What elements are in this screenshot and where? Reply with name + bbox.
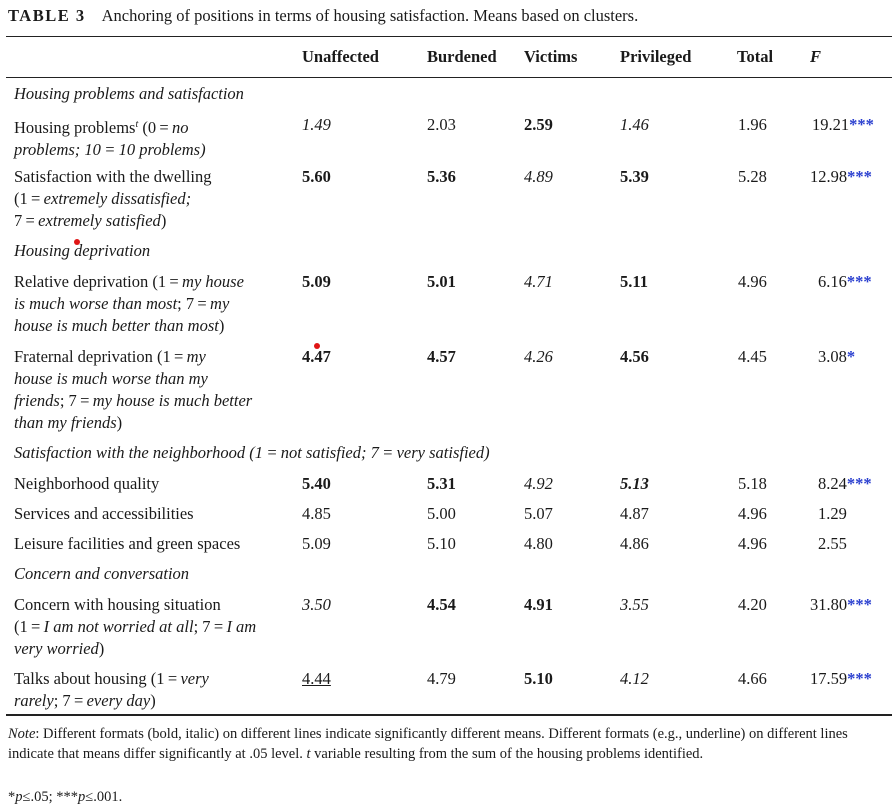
cell-talks-total: 4.66 bbox=[738, 669, 767, 688]
row-label-talks: Talks about housing (1 = very rarely; 7 … bbox=[14, 669, 209, 710]
cell-talks-victims: 5.10 bbox=[524, 669, 553, 688]
table-title: Anchoring of positions in terms of housi… bbox=[101, 6, 639, 25]
header-rule bbox=[6, 77, 892, 78]
cell-leisure-burdened: 5.10 bbox=[427, 534, 456, 553]
cell-housing-problems-victims: 2.59 bbox=[524, 115, 553, 134]
row-label-fraternal-deprivation: Fraternal deprivation (1 = my house is m… bbox=[14, 347, 253, 432]
cell-leisure-f: 2.55 bbox=[818, 534, 847, 553]
cell-talks-f: 17.59*** bbox=[810, 669, 872, 688]
cell-fraternal-deprivation-victims: 4.26 bbox=[524, 347, 553, 366]
top-rule bbox=[6, 36, 892, 37]
cell-housing-problems-burdened: 2.03 bbox=[427, 115, 456, 134]
table-note: Note: Different formats (bold, italic) o… bbox=[8, 726, 848, 762]
cell-neighborhood-quality-burdened: 5.31 bbox=[427, 474, 456, 493]
cell-leisure-total: 4.96 bbox=[738, 534, 767, 553]
row-label-neighborhood-quality: Neighborhood quality bbox=[14, 474, 160, 493]
cell-leisure-victims: 4.80 bbox=[524, 534, 553, 553]
cell-fraternal-deprivation-total: 4.45 bbox=[738, 347, 767, 366]
cell-talks-privileged: 4.12 bbox=[620, 669, 649, 688]
cell-concern-unaffected: 3.50 bbox=[302, 595, 331, 614]
row-label-relative-deprivation: Relative deprivation (1 = my house is mu… bbox=[14, 272, 244, 335]
cell-concern-victims: 4.91 bbox=[524, 595, 553, 614]
section-neighborhood-satisfaction: Satisfaction with the neighborhood (1 = … bbox=[14, 443, 490, 462]
cell-neighborhood-quality-total: 5.18 bbox=[738, 474, 767, 493]
cell-housing-problems-unaffected: 1.49 bbox=[302, 115, 331, 134]
cell-fraternal-deprivation-privileged: 4.56 bbox=[620, 347, 649, 366]
col-header-burdened: Burdened bbox=[427, 47, 497, 66]
cell-satisfaction-dwelling-unaffected: 5.60 bbox=[302, 167, 331, 186]
cell-neighborhood-quality-unaffected: 5.40 bbox=[302, 474, 331, 493]
table-caption: TABLE 3 Anchoring of positions in terms o… bbox=[8, 6, 638, 26]
cell-housing-problems-privileged: 1.46 bbox=[620, 115, 649, 134]
cell-concern-total: 4.20 bbox=[738, 595, 767, 614]
cell-concern-f: 31.80*** bbox=[810, 595, 872, 614]
cell-services-privileged: 4.87 bbox=[620, 504, 649, 523]
row-label-leisure: Leisure facilities and green spaces bbox=[14, 534, 241, 553]
cell-relative-deprivation-unaffected: 5.09 bbox=[302, 272, 331, 291]
cell-fraternal-deprivation-f: 3.08* bbox=[818, 347, 856, 366]
row-label-services: Services and accessibilities bbox=[14, 504, 194, 523]
cell-housing-problems-f: 19.21*** bbox=[812, 115, 874, 134]
cell-concern-privileged: 3.55 bbox=[620, 595, 649, 614]
cell-relative-deprivation-f: 6.16*** bbox=[818, 272, 872, 291]
cell-fraternal-deprivation-burdened: 4.57 bbox=[427, 347, 456, 366]
col-header-total: Total bbox=[737, 47, 774, 66]
cell-relative-deprivation-burdened: 5.01 bbox=[427, 272, 456, 291]
cell-leisure-unaffected: 5.09 bbox=[302, 534, 331, 553]
significance-legend: *p≤.05; ***p≤.001. bbox=[8, 789, 123, 805]
cell-talks-unaffected: 4.44 bbox=[302, 669, 331, 688]
cell-neighborhood-quality-privileged: 5.13 bbox=[620, 474, 649, 493]
bottom-rule bbox=[6, 714, 892, 716]
cell-services-unaffected: 4.85 bbox=[302, 504, 331, 523]
cell-leisure-privileged: 4.86 bbox=[620, 534, 649, 553]
row-label-satisfaction-dwelling: Satisfaction with the dwelling (1 = extr… bbox=[14, 167, 212, 230]
col-header-f: F bbox=[810, 47, 822, 66]
cell-services-burdened: 5.00 bbox=[427, 504, 456, 523]
cell-services-total: 4.96 bbox=[738, 504, 767, 523]
cell-housing-problems-total: 1.96 bbox=[738, 115, 767, 134]
section-concern-conversation: Concern and conversation bbox=[14, 564, 190, 583]
cell-talks-burdened: 4.79 bbox=[427, 669, 456, 688]
cell-fraternal-deprivation-unaffected: 4.47 bbox=[302, 347, 331, 366]
cell-relative-deprivation-total: 4.96 bbox=[738, 272, 767, 291]
cell-relative-deprivation-privileged: 5.11 bbox=[620, 272, 648, 291]
cell-relative-deprivation-victims: 4.71 bbox=[524, 272, 553, 291]
table-number: TABLE 3 bbox=[8, 6, 86, 25]
row-label-concern: Concern with housing situation (1 = I am… bbox=[14, 595, 257, 658]
section-housing-deprivation: Housing deprivation bbox=[14, 241, 151, 260]
col-header-unaffected: Unaffected bbox=[302, 47, 379, 66]
cell-services-victims: 5.07 bbox=[524, 504, 553, 523]
cell-satisfaction-dwelling-burdened: 5.36 bbox=[427, 167, 456, 186]
section-housing-problems: Housing problems and satisfaction bbox=[14, 84, 244, 103]
cell-satisfaction-dwelling-f: 12.98*** bbox=[810, 167, 872, 186]
cell-satisfaction-dwelling-privileged: 5.39 bbox=[620, 167, 649, 186]
marker-dot bbox=[314, 343, 320, 349]
cell-neighborhood-quality-f: 8.24*** bbox=[818, 474, 872, 493]
cell-services-f: 1.29 bbox=[818, 504, 847, 523]
cell-concern-burdened: 4.54 bbox=[427, 595, 456, 614]
col-header-victims: Victims bbox=[524, 47, 578, 66]
marker-dot bbox=[74, 239, 80, 245]
row-label-housing-problems: Housing problemst (0 = no problems; 10 =… bbox=[14, 118, 206, 159]
cell-satisfaction-dwelling-total: 5.28 bbox=[738, 167, 767, 186]
col-header-privileged: Privileged bbox=[620, 47, 692, 66]
cell-satisfaction-dwelling-victims: 4.89 bbox=[524, 167, 553, 186]
cell-neighborhood-quality-victims: 4.92 bbox=[524, 474, 553, 493]
